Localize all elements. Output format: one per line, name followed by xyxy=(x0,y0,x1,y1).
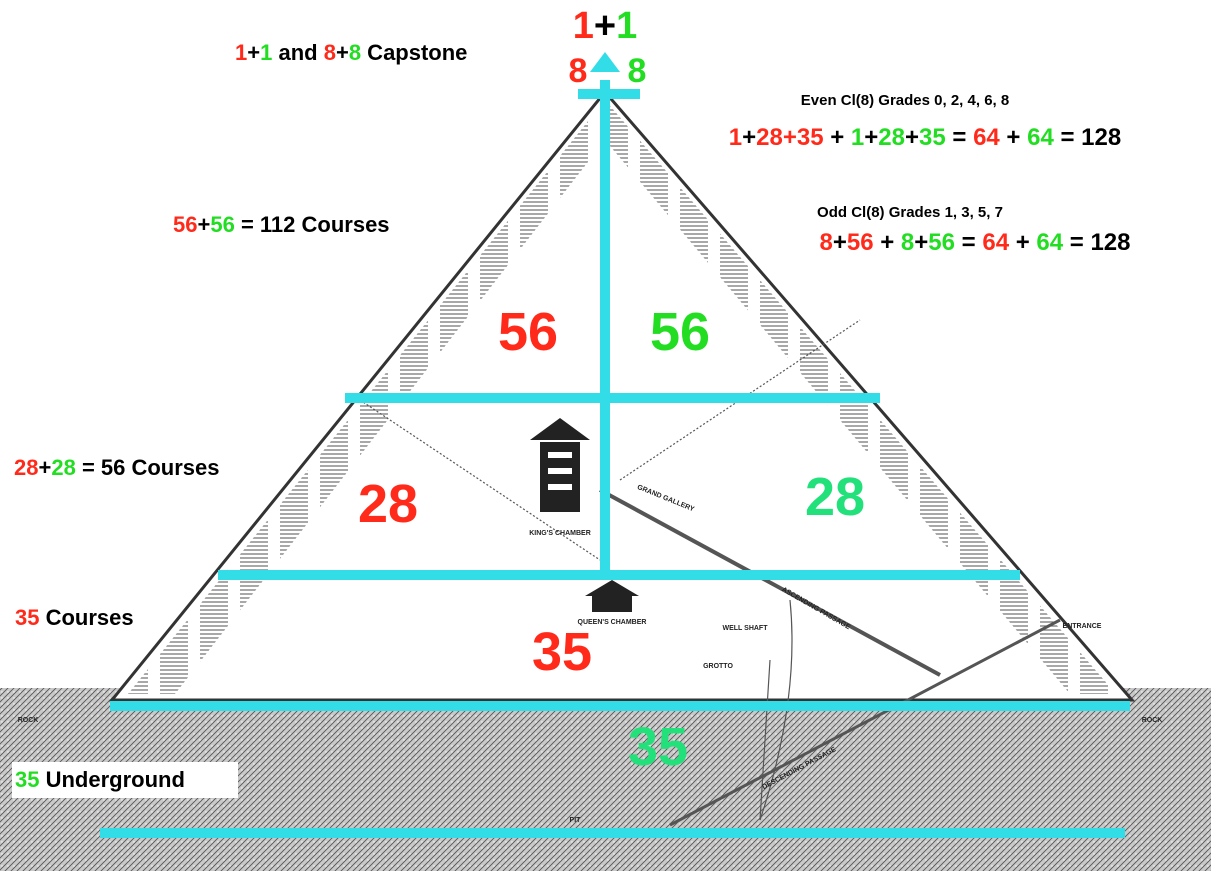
label-segment: + xyxy=(914,229,928,256)
label: 1+1 xyxy=(573,5,637,47)
label-segment: = xyxy=(955,229,982,256)
kings-chamber xyxy=(530,418,590,512)
label-segment: + xyxy=(874,229,901,256)
label: Odd Cl(8) Grades 1, 3, 5, 7 xyxy=(817,204,1003,221)
label: 35 Courses xyxy=(15,605,134,630)
label-segment: 56 xyxy=(210,212,234,237)
label-segment: 56 xyxy=(928,229,955,256)
label-segment: 8 xyxy=(324,40,336,65)
label-segment: 35 xyxy=(15,767,39,792)
label-segment: 56 xyxy=(847,229,874,256)
engraving-label: ENTRANCE xyxy=(1063,623,1102,630)
label: 28 xyxy=(358,474,418,534)
label-segment: 28 xyxy=(14,455,38,480)
label: 1+1 and 8+8 Capstone xyxy=(235,40,467,65)
label-segment: 28 xyxy=(358,474,418,534)
label: 35 Underground xyxy=(15,767,185,792)
label-segment: and xyxy=(272,40,323,65)
label-segment: + xyxy=(1000,124,1027,151)
label-segment: = 56 Courses xyxy=(76,455,220,480)
engraving-label: GROTTO xyxy=(703,663,733,670)
label-segment: 28 xyxy=(51,455,75,480)
label-segment: 64 xyxy=(1036,229,1063,256)
engraving-label: PIT xyxy=(570,817,582,824)
label-segment: 35 xyxy=(532,622,592,682)
label: 35 xyxy=(532,622,592,682)
label-segment: + xyxy=(197,212,210,237)
label-segment: + xyxy=(833,229,847,256)
label: 8 xyxy=(628,52,647,90)
label-segment: 28+35 xyxy=(756,124,823,151)
label-segment: 64 xyxy=(982,229,1009,256)
engraving-label: ROCK xyxy=(1142,717,1163,724)
label-segment: + xyxy=(905,124,919,151)
label-segment: = 128 xyxy=(1063,229,1130,256)
engraving-label: KING'S CHAMBER xyxy=(529,530,591,537)
engraving-label: QUEEN'S CHAMBER xyxy=(578,619,647,626)
label-segment: 28 xyxy=(805,467,865,527)
label: 56 xyxy=(498,302,558,362)
label: 56 xyxy=(650,302,710,362)
label-segment: Capstone xyxy=(361,40,467,65)
label-segment: 8 xyxy=(628,52,647,90)
label-segment: 1 xyxy=(729,124,742,151)
label-segment: + xyxy=(247,40,260,65)
label-segment: + xyxy=(824,124,851,151)
label-segment: 35 xyxy=(919,124,946,151)
label-segment: 64 xyxy=(973,124,1000,151)
label-segment: = xyxy=(946,124,973,151)
label-segment: 1 xyxy=(616,5,637,47)
underground-label-bg xyxy=(12,762,238,798)
label-segment: Underground xyxy=(39,767,184,792)
label: 28 xyxy=(805,467,865,527)
label-segment: 35 xyxy=(15,605,39,630)
label-segment: + xyxy=(38,455,51,480)
label-segment: 56 xyxy=(173,212,197,237)
label-segment: 8 xyxy=(901,229,914,256)
label-segment: 8 xyxy=(569,52,588,90)
label: 35 xyxy=(628,717,688,777)
label-segment: 64 xyxy=(1027,124,1054,151)
label-segment: + xyxy=(742,124,756,151)
label-segment: = 112 Courses xyxy=(235,212,390,237)
label: 8+56 + 8+56 = 64 + 64 = 128 xyxy=(819,229,1130,256)
label-segment: = 128 xyxy=(1054,124,1121,151)
label: 8 xyxy=(569,52,588,90)
label-segment: 1 xyxy=(235,40,247,65)
label-segment: 35 xyxy=(628,717,688,777)
label-segment: 8 xyxy=(819,229,832,256)
label-segment: 28 xyxy=(878,124,905,151)
queens-chamber xyxy=(585,580,639,612)
label-segment: 1 xyxy=(260,40,272,65)
label-segment: 56 xyxy=(650,302,710,362)
label: Even Cl(8) Grades 0, 2, 4, 6, 8 xyxy=(801,92,1009,109)
label-segment: Courses xyxy=(39,605,133,630)
label-segment: 8 xyxy=(349,40,361,65)
label-segment: + xyxy=(594,5,616,47)
engraving-label: WELL SHAFT xyxy=(723,625,769,632)
engraving-label: ROCK xyxy=(18,717,39,724)
cyan-lines xyxy=(100,80,1130,838)
arrow-head xyxy=(590,52,620,72)
label-segment: + xyxy=(864,124,878,151)
label-segment: + xyxy=(1009,229,1036,256)
label-segment: 56 xyxy=(498,302,558,362)
label: 1+28+35 + 1+28+35 = 64 + 64 = 128 xyxy=(729,124,1121,151)
label: 56+56 = 112 Courses xyxy=(173,212,390,237)
label-segment: Even Cl(8) Grades 0, 2, 4, 6, 8 xyxy=(801,92,1009,109)
label-segment: 1 xyxy=(573,5,594,47)
label: 28+28 = 56 Courses xyxy=(14,455,220,480)
label-segment: Odd Cl(8) Grades 1, 3, 5, 7 xyxy=(817,204,1003,221)
label-segment: 1 xyxy=(851,124,864,151)
label-segment: + xyxy=(336,40,349,65)
